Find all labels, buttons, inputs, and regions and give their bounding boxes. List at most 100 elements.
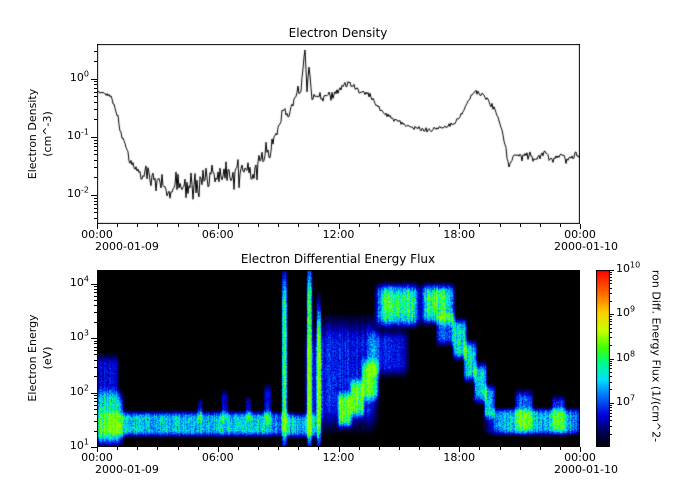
y-minor-tick	[94, 91, 97, 93]
y-minor-tick	[94, 87, 97, 89]
x-minor-tick	[298, 447, 300, 450]
y-minor-tick	[94, 430, 97, 432]
colorbar-minor-tick	[610, 362, 612, 364]
y-minor-tick	[94, 408, 97, 410]
y-tick-label: 104	[69, 273, 89, 289]
x-tick-label: 06:00	[201, 451, 234, 464]
colorbar-minor-tick	[610, 425, 612, 427]
colorbar-minor-tick	[610, 324, 612, 326]
x-tick-label: 12:00	[322, 451, 355, 464]
x-minor-tick	[539, 224, 541, 227]
colorbar-minor-tick	[610, 416, 612, 418]
x-tick-label: 00:00	[564, 228, 596, 241]
y-minor-tick	[94, 288, 97, 290]
colorbar-minor-tick	[610, 279, 612, 281]
x-major-tick	[217, 447, 219, 452]
y-minor-tick	[94, 84, 97, 86]
x-minor-tick	[278, 447, 280, 450]
y-major-tick	[91, 392, 97, 394]
y-minor-tick	[94, 354, 97, 356]
colorbar-minor-tick	[610, 365, 612, 367]
colorbar-minor-tick	[610, 327, 612, 329]
x-minor-tick	[177, 447, 179, 450]
x-minor-tick	[197, 224, 199, 227]
colorbar-minor-tick	[610, 404, 612, 406]
colorbar-minor-tick	[610, 389, 612, 391]
colorbar-minor-tick	[610, 368, 612, 370]
y-minor-tick	[94, 200, 97, 202]
x-tick-label: 18:00	[443, 451, 476, 464]
density-y-axis-label-line1: Electron Density	[26, 88, 40, 180]
date-label-left: 2000-01-09	[95, 463, 159, 476]
y-minor-tick	[94, 51, 97, 53]
y-minor-tick	[94, 197, 97, 199]
y-minor-tick	[94, 346, 97, 348]
density-title: Electron Density	[288, 26, 388, 40]
colorbar-minor-tick	[610, 287, 612, 289]
x-tick-label: 00:00	[81, 228, 113, 241]
colorbar-minor-tick	[610, 381, 612, 383]
y-minor-tick	[94, 167, 97, 169]
x-minor-tick	[137, 224, 139, 227]
x-minor-tick	[197, 447, 199, 450]
colorbar-major-tick	[610, 402, 614, 404]
colorbar-minor-tick	[610, 420, 612, 422]
colorbar-minor-tick	[610, 412, 612, 414]
y-minor-tick	[94, 177, 97, 179]
x-minor-tick	[519, 224, 521, 227]
x-minor-tick	[378, 224, 380, 227]
x-minor-tick	[398, 447, 400, 450]
colorbar-minor-tick	[610, 316, 612, 318]
y-major-tick	[91, 447, 97, 448]
x-minor-tick	[318, 224, 320, 227]
y-minor-tick	[94, 142, 97, 144]
colorbar-minor-tick	[610, 283, 612, 285]
y-minor-tick	[94, 96, 97, 98]
x-minor-tick	[157, 224, 159, 227]
x-major-tick	[459, 224, 461, 229]
density-plot-canvas	[97, 44, 580, 224]
x-minor-tick	[157, 447, 159, 450]
x-minor-tick	[439, 447, 441, 450]
spectrogram-canvas	[97, 270, 580, 447]
colorbar-minor-tick	[610, 300, 612, 302]
y-minor-tick	[94, 376, 97, 378]
colorbar-label: ron Diff. Energy Flux (1/(cm^2-	[649, 269, 663, 443]
colorbar-minor-tick	[610, 407, 612, 409]
colorbar-minor-tick	[610, 360, 612, 362]
energy-y-axis-label: Electron Energy (eV)	[26, 314, 56, 401]
x-major-tick	[97, 224, 98, 229]
colorbar-minor-tick	[610, 433, 612, 435]
x-minor-tick	[358, 447, 360, 450]
y-minor-tick	[94, 305, 97, 307]
x-minor-tick	[278, 224, 280, 227]
x-major-tick	[580, 224, 581, 229]
y-minor-tick	[94, 61, 97, 63]
y-major-tick	[91, 283, 97, 285]
x-major-tick	[97, 447, 98, 452]
x-minor-tick	[499, 447, 501, 450]
x-minor-tick	[237, 224, 239, 227]
colorbar-major-tick	[610, 358, 614, 360]
colorbar-tick-label: 108	[616, 348, 636, 364]
x-major-tick	[217, 224, 219, 229]
colorbar-minor-tick	[610, 409, 612, 411]
colorbar-minor-tick	[610, 337, 612, 339]
date-label-right: 2000-01-10	[554, 240, 618, 253]
y-minor-tick	[94, 139, 97, 141]
x-minor-tick	[117, 447, 119, 450]
y-minor-tick	[94, 292, 97, 294]
x-minor-tick	[559, 224, 561, 227]
colorbar-canvas	[596, 270, 610, 447]
y-tick-label: 10-2	[67, 185, 89, 200]
colorbar-minor-tick	[610, 321, 612, 323]
y-minor-tick	[94, 414, 97, 416]
y-minor-tick	[94, 366, 97, 368]
y-minor-tick	[94, 119, 97, 121]
x-minor-tick	[237, 447, 239, 450]
date-label-left: 2000-01-09	[95, 240, 159, 253]
y-minor-tick	[94, 397, 97, 399]
y-minor-tick	[94, 218, 97, 220]
colorbar-minor-tick	[610, 318, 612, 320]
